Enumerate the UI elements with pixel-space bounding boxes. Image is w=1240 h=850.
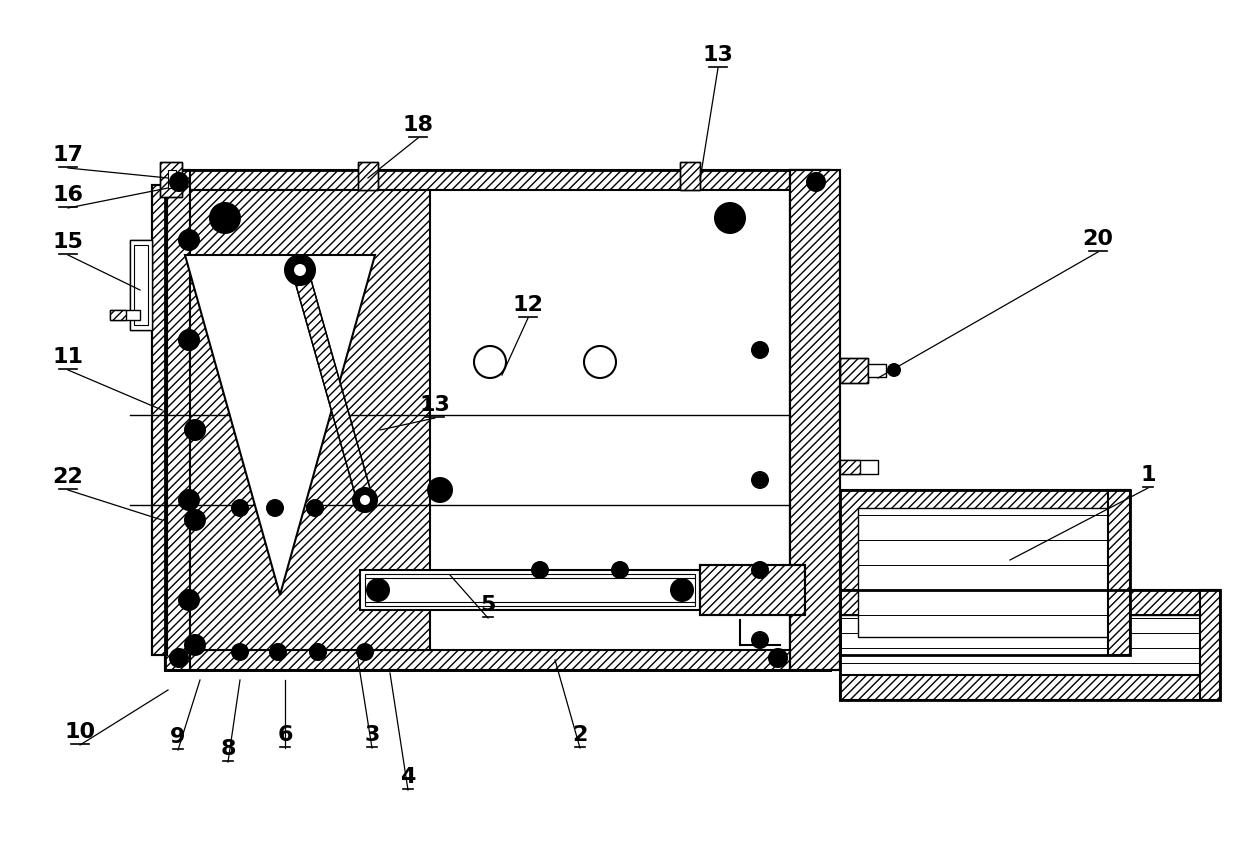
Circle shape <box>806 172 826 192</box>
Circle shape <box>231 499 249 517</box>
Bar <box>701 565 805 615</box>
Bar <box>167 170 176 188</box>
Circle shape <box>169 648 188 668</box>
Bar <box>1200 590 1220 700</box>
Bar <box>110 310 126 320</box>
Bar <box>365 574 694 606</box>
Circle shape <box>531 561 549 579</box>
Circle shape <box>366 578 391 602</box>
Text: 6: 6 <box>278 725 293 745</box>
Text: 2: 2 <box>573 725 588 745</box>
Bar <box>790 170 839 670</box>
Bar <box>839 590 1220 615</box>
Bar <box>160 162 182 197</box>
Bar <box>130 240 153 330</box>
Circle shape <box>184 419 206 441</box>
Text: 9: 9 <box>170 727 186 747</box>
Bar <box>839 615 1220 675</box>
Circle shape <box>267 499 284 517</box>
Bar <box>701 565 805 615</box>
Bar <box>839 358 868 383</box>
Bar <box>358 162 378 190</box>
Text: 8: 8 <box>221 739 236 759</box>
Text: 11: 11 <box>52 347 83 367</box>
Bar <box>358 162 378 190</box>
Circle shape <box>611 561 629 579</box>
Circle shape <box>269 643 286 661</box>
Text: 15: 15 <box>52 232 83 252</box>
Circle shape <box>474 346 506 378</box>
Bar <box>165 170 830 190</box>
Circle shape <box>309 643 327 661</box>
Circle shape <box>179 489 200 511</box>
Bar <box>868 364 887 377</box>
Bar <box>130 240 153 330</box>
Text: 18: 18 <box>403 115 434 135</box>
Circle shape <box>887 363 901 377</box>
Circle shape <box>768 648 787 668</box>
Text: 5: 5 <box>480 595 496 615</box>
Circle shape <box>184 634 206 656</box>
Circle shape <box>306 499 324 517</box>
Bar <box>839 490 1130 655</box>
Text: 13: 13 <box>703 45 733 65</box>
Bar <box>165 170 190 670</box>
Text: 22: 22 <box>52 467 83 487</box>
Circle shape <box>751 631 769 649</box>
Circle shape <box>670 578 694 602</box>
Text: 3: 3 <box>365 725 379 745</box>
Text: 13: 13 <box>419 395 450 415</box>
Polygon shape <box>190 190 430 650</box>
Circle shape <box>284 254 316 286</box>
Bar <box>839 460 878 474</box>
Bar <box>165 650 830 670</box>
Bar <box>153 185 167 655</box>
Bar <box>858 508 1112 637</box>
Circle shape <box>714 202 746 234</box>
Circle shape <box>169 172 188 192</box>
Circle shape <box>751 471 769 489</box>
Bar <box>360 570 701 610</box>
Circle shape <box>751 561 769 579</box>
Bar <box>839 460 861 474</box>
Bar <box>165 170 830 670</box>
Circle shape <box>179 589 200 611</box>
Text: 12: 12 <box>512 295 543 315</box>
Polygon shape <box>185 255 374 595</box>
Circle shape <box>356 643 374 661</box>
Bar <box>839 675 1220 700</box>
Circle shape <box>179 329 200 351</box>
Circle shape <box>184 509 206 531</box>
Circle shape <box>751 341 769 359</box>
Circle shape <box>352 487 378 513</box>
Circle shape <box>179 229 200 251</box>
Text: 16: 16 <box>52 185 83 205</box>
Text: 4: 4 <box>401 767 415 787</box>
Bar <box>110 310 140 320</box>
Polygon shape <box>293 268 373 502</box>
Circle shape <box>360 495 370 505</box>
Bar <box>1109 490 1130 655</box>
Bar <box>680 162 701 190</box>
Bar <box>790 170 830 670</box>
Bar <box>839 358 868 383</box>
Bar <box>839 590 1220 700</box>
Bar <box>839 490 1130 655</box>
Circle shape <box>427 477 453 503</box>
Text: 10: 10 <box>64 722 95 742</box>
Circle shape <box>231 643 249 661</box>
Circle shape <box>210 202 241 234</box>
Text: 20: 20 <box>1083 229 1114 249</box>
Bar <box>680 162 701 190</box>
Text: 17: 17 <box>52 145 83 165</box>
Bar <box>134 245 148 325</box>
Bar <box>790 170 839 670</box>
Circle shape <box>584 346 616 378</box>
Text: 1: 1 <box>1141 465 1156 485</box>
Circle shape <box>294 264 306 276</box>
Bar <box>165 170 830 670</box>
Bar <box>153 185 167 655</box>
Bar <box>160 162 182 197</box>
